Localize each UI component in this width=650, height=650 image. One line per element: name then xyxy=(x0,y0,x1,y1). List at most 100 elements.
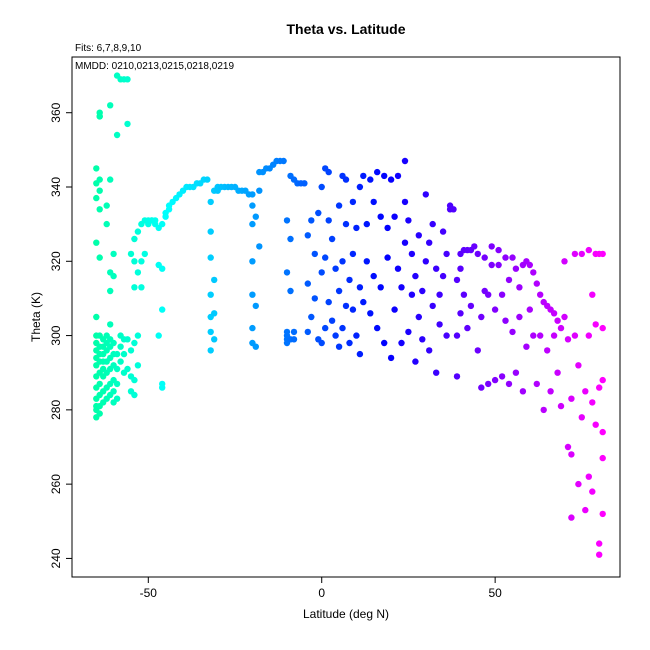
data-point xyxy=(526,261,533,269)
data-point xyxy=(280,157,287,165)
data-point xyxy=(464,324,471,332)
data-point xyxy=(387,176,395,183)
data-point xyxy=(256,187,263,194)
data-point xyxy=(478,313,485,321)
data-point xyxy=(485,291,492,298)
data-point xyxy=(207,328,214,336)
y-tick-label: 360 xyxy=(49,102,63,122)
data-point xyxy=(568,514,575,521)
data-point xyxy=(211,310,218,317)
data-point xyxy=(103,202,110,209)
data-points xyxy=(93,72,606,558)
data-point xyxy=(377,213,384,220)
data-point xyxy=(530,332,537,339)
data-point xyxy=(131,284,138,291)
data-point xyxy=(374,168,381,176)
data-point xyxy=(568,451,575,458)
data-point xyxy=(356,350,364,358)
data-point xyxy=(342,176,350,183)
data-point xyxy=(599,510,606,518)
data-point xyxy=(415,313,422,321)
data-point xyxy=(207,347,214,354)
data-point xyxy=(589,291,596,298)
y-tick-label: 340 xyxy=(49,177,63,197)
data-point xyxy=(325,168,332,176)
x-axis: -50 0 50 xyxy=(140,577,502,600)
data-point xyxy=(155,332,162,339)
data-point xyxy=(335,202,343,209)
data-point xyxy=(512,369,520,376)
data-point xyxy=(353,224,360,232)
data-point xyxy=(360,298,367,306)
data-point xyxy=(204,176,211,183)
data-point xyxy=(557,324,565,332)
y-tick-label: 320 xyxy=(49,251,63,271)
data-point xyxy=(131,235,138,243)
data-point xyxy=(453,332,461,339)
data-point xyxy=(405,328,412,336)
data-point xyxy=(412,272,419,280)
data-point xyxy=(599,324,606,332)
data-point xyxy=(419,336,426,343)
data-point xyxy=(315,209,322,217)
data-point xyxy=(304,280,311,287)
data-point xyxy=(131,391,138,399)
data-point xyxy=(523,343,530,350)
data-point xyxy=(96,206,103,213)
data-point xyxy=(589,399,596,406)
data-point xyxy=(360,172,367,180)
data-point xyxy=(557,402,565,410)
x-tick-label: -50 xyxy=(140,586,158,600)
data-point xyxy=(381,339,388,347)
data-point xyxy=(550,310,558,317)
data-point xyxy=(533,280,540,287)
data-point xyxy=(335,343,343,350)
data-point xyxy=(110,250,117,258)
data-point xyxy=(564,336,572,343)
data-point xyxy=(249,324,256,332)
data-point xyxy=(474,250,481,258)
data-point xyxy=(96,176,103,183)
chart-title: Theta vs. Latitude xyxy=(286,21,405,37)
data-point xyxy=(391,213,398,220)
data-point xyxy=(339,258,346,265)
data-point xyxy=(211,336,218,343)
data-point xyxy=(113,131,121,139)
data-point xyxy=(526,306,533,313)
data-point xyxy=(599,454,606,462)
data-point xyxy=(249,202,256,209)
data-point xyxy=(131,376,138,384)
data-point xyxy=(353,332,360,339)
data-point xyxy=(502,254,509,261)
data-point xyxy=(443,250,450,258)
data-point xyxy=(453,373,461,380)
data-point xyxy=(367,310,374,317)
data-point xyxy=(512,265,520,272)
data-point xyxy=(120,350,128,358)
data-point xyxy=(575,362,582,369)
data-point xyxy=(384,224,391,232)
data-point xyxy=(124,76,131,83)
data-point xyxy=(308,313,315,321)
data-point xyxy=(509,328,516,336)
data-point xyxy=(138,284,145,291)
data-point xyxy=(433,369,440,376)
data-point xyxy=(249,191,256,198)
data-point xyxy=(103,220,110,228)
data-point xyxy=(131,339,138,347)
data-point xyxy=(110,388,117,395)
data-point xyxy=(134,269,142,276)
data-point xyxy=(332,265,339,272)
data-point xyxy=(408,250,416,258)
data-point xyxy=(252,343,259,350)
data-point xyxy=(509,254,516,261)
data-point xyxy=(349,250,357,258)
data-point xyxy=(394,172,402,180)
data-point xyxy=(117,343,124,350)
data-point xyxy=(207,291,214,298)
data-point xyxy=(110,272,117,280)
y-tick-label: 260 xyxy=(49,474,63,494)
data-point xyxy=(491,306,499,313)
data-point xyxy=(419,287,426,295)
data-point xyxy=(582,388,589,395)
